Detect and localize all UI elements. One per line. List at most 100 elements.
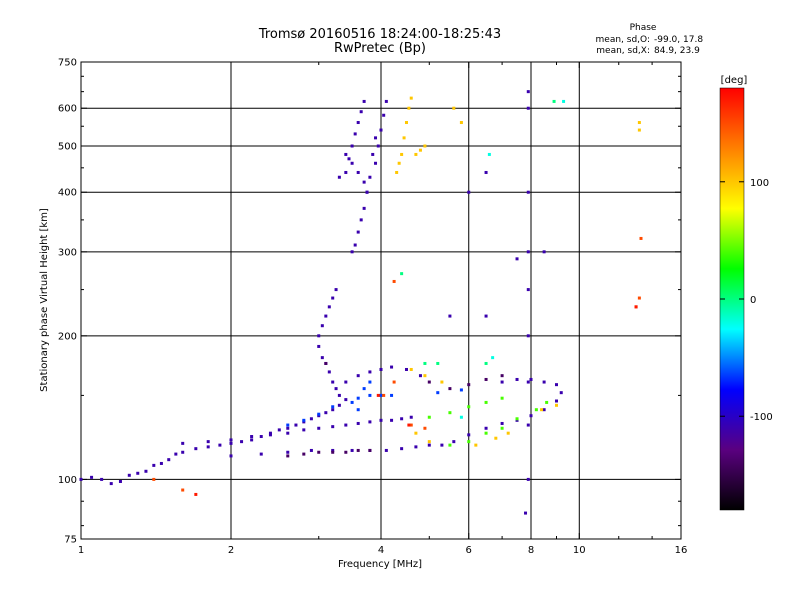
data-point — [331, 450, 335, 454]
data-point — [524, 511, 528, 515]
data-point — [515, 377, 519, 381]
data-point — [400, 417, 404, 421]
data-point — [423, 361, 427, 365]
data-point — [268, 431, 272, 435]
data-point — [286, 431, 290, 435]
data-point — [637, 296, 641, 300]
data-point — [368, 420, 372, 424]
data-point — [540, 408, 544, 412]
data-point — [427, 440, 431, 444]
y-tick-label: 100 — [58, 475, 77, 486]
x-tick-label: 1 — [78, 545, 84, 556]
stats-heading: Phase — [630, 23, 657, 33]
data-point — [467, 190, 471, 194]
data-point — [229, 438, 233, 442]
data-point — [526, 90, 530, 94]
data-point — [487, 152, 491, 156]
data-point — [379, 367, 383, 371]
data-point — [356, 121, 360, 125]
data-point — [409, 415, 413, 419]
data-point — [390, 418, 394, 422]
data-point — [409, 367, 413, 371]
data-point — [376, 393, 380, 397]
x-tick-label: 6 — [466, 545, 472, 556]
y-tick-label: 75 — [64, 535, 77, 546]
data-point — [286, 454, 290, 458]
data-point — [286, 423, 290, 427]
data-point — [448, 314, 452, 318]
chart-title: Tromsø 20160516 18:24:00-18:25:43 — [258, 27, 501, 42]
data-point — [427, 380, 431, 384]
data-point — [552, 99, 556, 103]
data-point — [324, 361, 328, 365]
data-point — [448, 387, 452, 391]
data-point — [331, 405, 335, 409]
data-point — [302, 428, 306, 432]
data-point — [302, 418, 306, 422]
data-point — [542, 408, 546, 412]
y-axis-label: Stationary phase Virtual Height [km] — [39, 208, 50, 392]
data-point — [436, 361, 440, 365]
data-point — [427, 443, 431, 447]
data-point — [347, 157, 351, 161]
data-point — [634, 305, 638, 309]
data-point — [286, 450, 290, 454]
data-point — [337, 403, 341, 407]
data-point — [90, 475, 94, 479]
data-point — [379, 128, 383, 132]
data-point — [317, 412, 321, 416]
data-point — [362, 206, 366, 210]
data-point — [344, 398, 348, 402]
data-point — [500, 426, 504, 430]
data-point — [331, 448, 335, 452]
stats-x-values: 84.9, 23.9 — [654, 46, 700, 56]
y-tick-label: 200 — [58, 331, 77, 342]
data-point — [368, 380, 372, 384]
data-point — [392, 279, 396, 283]
data-point — [118, 479, 122, 483]
data-point — [390, 365, 394, 369]
data-point — [250, 435, 254, 439]
data-point — [152, 477, 156, 481]
data-point — [542, 250, 546, 254]
colorbar-tick-label: -100 — [750, 412, 773, 423]
data-point — [194, 447, 198, 451]
data-point — [448, 411, 452, 415]
data-point — [484, 400, 488, 404]
data-point — [362, 387, 366, 391]
data-point — [320, 324, 324, 328]
data-point — [526, 380, 530, 384]
data-point — [407, 423, 411, 427]
data-point — [545, 400, 549, 404]
data-point — [542, 380, 546, 384]
data-point — [459, 121, 463, 125]
data-point — [448, 443, 452, 447]
data-point — [484, 426, 488, 430]
data-point — [423, 374, 427, 378]
data-point — [526, 250, 530, 254]
data-point — [337, 175, 341, 179]
data-point — [500, 374, 504, 378]
y-tick-labels: 75 100 200 300 400 500 600 750 — [58, 58, 77, 546]
data-point — [637, 121, 641, 125]
data-point — [344, 450, 348, 454]
x-axis-label: Frequency [MHz] — [338, 559, 422, 570]
data-point — [344, 380, 348, 384]
data-point — [359, 110, 363, 114]
data-point — [331, 408, 335, 412]
data-point — [418, 148, 422, 152]
data-point — [500, 421, 504, 425]
data-point — [515, 257, 519, 261]
data-point — [79, 477, 83, 481]
data-point — [467, 440, 471, 444]
data-point — [409, 96, 413, 100]
data-point — [181, 441, 185, 445]
data-point — [152, 463, 156, 467]
data-point — [467, 383, 471, 387]
data-point — [400, 447, 404, 451]
data-point — [362, 180, 366, 184]
data-point — [526, 477, 530, 481]
data-point — [334, 387, 338, 391]
data-point — [344, 423, 348, 427]
x-tick-label: 4 — [378, 545, 384, 556]
